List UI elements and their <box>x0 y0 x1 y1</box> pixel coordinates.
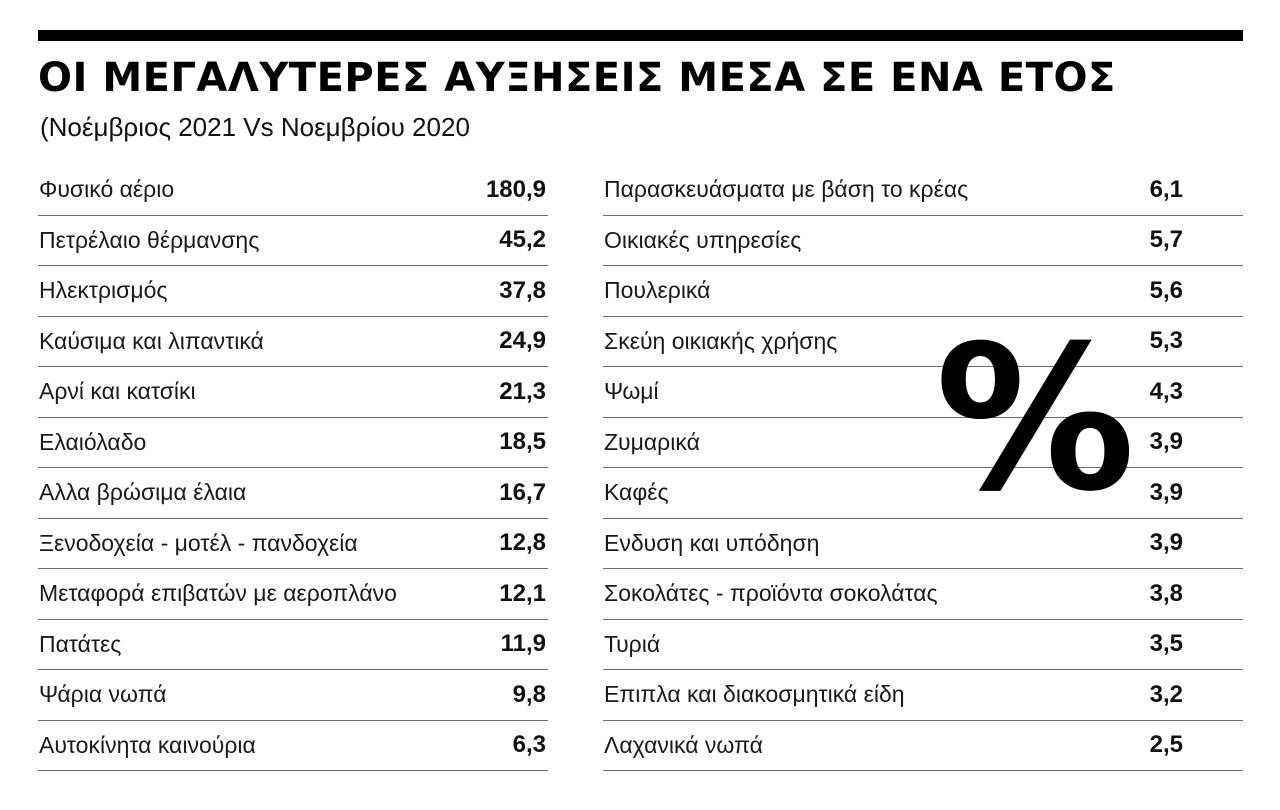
table-row: Σοκολάτες - προϊόντα σοκολάτας 3,8 <box>603 569 1243 620</box>
table-row: Ψωμί 4,3 <box>603 367 1243 418</box>
table-row: Αλλα βρώσιμα έλαια 16,7 <box>38 468 548 519</box>
table-row: Τυριά 3,5 <box>603 620 1243 670</box>
row-label: Φυσικό αέριο <box>39 176 175 203</box>
row-value: 6,1 <box>1149 175 1183 203</box>
row-label: Τυριά <box>604 630 661 657</box>
row-label: Πουλερικά <box>604 277 711 304</box>
row-label: Παρασκευάσματα με βάση το κρέας <box>604 176 969 203</box>
row-value: 3,8 <box>1149 579 1183 607</box>
row-label: Οικιακές υπηρεσίες <box>604 226 802 253</box>
row-value: 37,8 <box>499 276 546 304</box>
right-column: Παρασκευάσματα με βάση το κρέας 6,1 Οικιακ… <box>603 165 1243 771</box>
table-row: Παρασκευάσματα με βάση το κρέας 6,1 <box>603 165 1243 216</box>
table-row: Ενδυση και υπόδηση 3,9 <box>603 519 1243 569</box>
row-label: Ψωμί <box>604 378 659 405</box>
row-label: Λαχανικά νωπά <box>604 731 763 758</box>
table-row: Ηλεκτρισμός 37,8 <box>38 266 548 317</box>
row-value: 5,6 <box>1149 276 1183 304</box>
row-label: Σκεύη οικιακής χρήσης <box>604 327 838 354</box>
row-value: 5,7 <box>1149 226 1183 254</box>
row-label: Καύσιμα και λιπαντικά <box>39 327 264 354</box>
table-row: Επιπλα και διακοσμητικά είδη 3,2 <box>603 670 1243 721</box>
row-value: 4,3 <box>1149 377 1183 405</box>
table-row: Αυτοκίνητα καινούρια 6,3 <box>38 721 548 771</box>
table-row: Πατάτες 11,9 <box>38 620 548 670</box>
row-value: 12,8 <box>499 529 546 557</box>
row-value: 21,3 <box>499 377 546 405</box>
table-row: Πετρέλαιο θέρμανσης 45,2 <box>38 216 548 266</box>
table-row: Οικιακές υπηρεσίες 5,7 <box>603 216 1243 266</box>
table-row: Αρνί και κατσίκι 21,3 <box>38 367 548 418</box>
row-label: Ενδυση και υπόδηση <box>604 529 820 556</box>
row-label: Πατάτες <box>39 630 122 657</box>
page-title: ΟΙ ΜΕΓΑΛΥΤΕΡΕΣ ΑΥΞΗΣΕΙΣ ΜΕΣΑ ΣΕ ΕΝΑ ΕΤΟΣ <box>38 55 1116 101</box>
row-label: Επιπλα και διακοσμητικά είδη <box>604 681 905 708</box>
top-rule <box>38 30 1243 41</box>
table-row: Πουλερικά 5,6 <box>603 266 1243 317</box>
row-value: 3,9 <box>1149 428 1183 456</box>
row-label: Ζυμαρικά <box>604 428 700 455</box>
row-value: 11,9 <box>500 630 546 658</box>
row-label: Αλλα βρώσιμα έλαια <box>39 479 247 506</box>
table-row: Ψάρια νωπά 9,8 <box>38 670 548 721</box>
row-value: 3,9 <box>1149 529 1183 557</box>
row-value: 3,2 <box>1149 680 1183 708</box>
row-label: Ελαιόλαδο <box>39 428 147 455</box>
row-value: 5,3 <box>1149 327 1183 355</box>
row-label: Σοκολάτες - προϊόντα σοκολάτας <box>604 580 938 607</box>
table-row: Καύσιμα και λιπαντικά 24,9 <box>38 317 548 367</box>
row-value: 9,8 <box>512 680 546 708</box>
row-value: 6,3 <box>512 731 546 759</box>
row-label: Ηλεκτρισμός <box>39 277 168 304</box>
table-row: Λαχανικά νωπά 2,5 <box>603 721 1243 771</box>
table-row: Καφές 3,9 <box>603 468 1243 519</box>
row-value: 24,9 <box>499 327 546 355</box>
row-value: 180,9 <box>485 175 546 203</box>
row-label: Αρνί και κατσίκι <box>39 378 196 405</box>
table-row: Ελαιόλαδο 18,5 <box>38 418 548 468</box>
row-value: 12,1 <box>499 579 546 607</box>
row-label: Μεταφορά επιβατών με αεροπλάνο <box>39 580 397 607</box>
table-row: Σκεύη οικιακής χρήσης 5,3 <box>603 317 1243 367</box>
row-label: Αυτοκίνητα καινούρια <box>39 731 256 758</box>
row-value: 45,2 <box>499 226 546 254</box>
row-value: 3,5 <box>1149 630 1183 658</box>
row-label: Ψάρια νωπά <box>39 681 167 708</box>
row-label: Καφές <box>604 479 669 506</box>
increases-table: Φυσικό αέριο 180,9 Πετρέλαιο θέρμανσης 45,2… <box>38 165 1243 773</box>
row-label: Πετρέλαιο θέρμανσης <box>39 226 260 253</box>
row-label: Ξενοδοχεία - μοτέλ - πανδοχεία <box>39 529 358 556</box>
row-value: 18,5 <box>499 428 546 456</box>
percent-symbol: % <box>935 303 1136 536</box>
row-value: 2,5 <box>1149 731 1183 759</box>
table-row: Ξενοδοχεία - μοτέλ - πανδοχεία 12,8 <box>38 519 548 569</box>
left-column: Φυσικό αέριο 180,9 Πετρέλαιο θέρμανσης 45,2… <box>38 165 548 771</box>
table-row: Φυσικό αέριο 180,9 <box>38 165 548 216</box>
table-row: Μεταφορά επιβατών με αεροπλάνο 12,1 <box>38 569 548 620</box>
row-value: 3,9 <box>1149 478 1183 506</box>
row-value: 16,7 <box>499 478 546 506</box>
page-subtitle: (Νοέμβριος 2021 Vs Νοεμβρίου 2020 <box>40 112 470 142</box>
table-row: Ζυμαρικά 3,9 <box>603 418 1243 468</box>
